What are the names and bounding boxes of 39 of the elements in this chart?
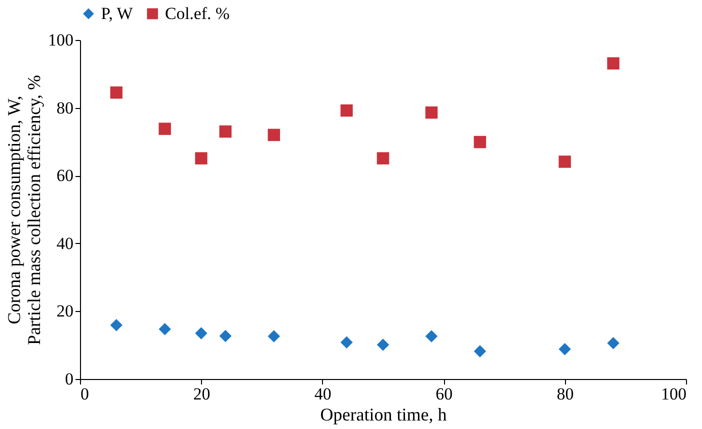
point (376, 152, 390, 164)
y-tick-label: 60 (56, 166, 74, 186)
point (219, 125, 232, 138)
x-axis-title: Operation time, h (320, 404, 447, 424)
x-tick-label: 0 (80, 384, 89, 404)
x-tick-label: 40 (314, 384, 332, 404)
x-tick-label: 80 (556, 384, 574, 404)
point (110, 318, 122, 332)
point (195, 327, 208, 340)
legend-label: P, W (101, 4, 134, 23)
point (607, 336, 620, 350)
legend-label: Col.ef. % (165, 4, 230, 23)
point (219, 330, 232, 342)
y-tick-label: 20 (56, 302, 74, 321)
point (376, 338, 390, 351)
point (110, 86, 122, 99)
point (268, 128, 280, 142)
point (340, 336, 353, 349)
x-tick-label: 100 (661, 384, 686, 404)
text: Particle mass collection efficiency, % (24, 75, 44, 345)
point (474, 345, 486, 358)
y-tick-label: 40 (56, 234, 74, 253)
y-tick-label: 80 (56, 98, 74, 118)
point (268, 330, 280, 342)
point (607, 57, 620, 70)
x-tick-label: 60 (436, 384, 453, 404)
point (158, 323, 171, 336)
point (558, 156, 571, 168)
y-tick-label: 100 (48, 30, 74, 50)
x-tick-label: 20 (193, 384, 210, 404)
text: Corona power consumption, W, (4, 96, 24, 324)
point (195, 152, 208, 164)
point (425, 106, 438, 119)
y-tick-label: 0 (65, 370, 74, 388)
point (425, 330, 438, 342)
point (474, 136, 486, 148)
point (158, 122, 171, 135)
point (558, 343, 571, 356)
point (340, 104, 353, 117)
